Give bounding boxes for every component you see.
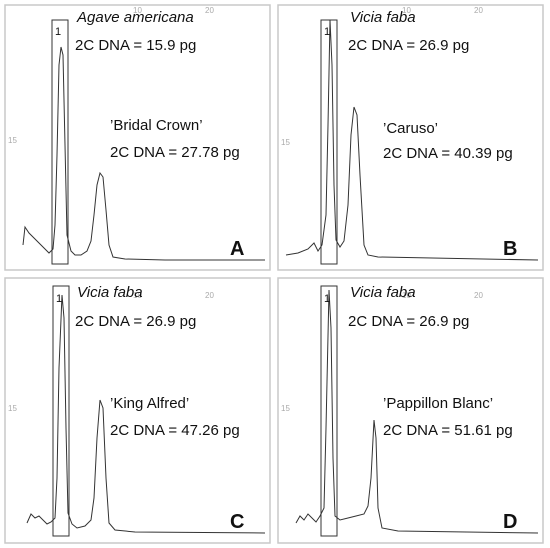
gate-label: 1: [55, 26, 61, 38]
reference-species: Vicia faba: [350, 284, 416, 301]
reference-species: Vicia faba: [350, 9, 416, 26]
gate-box: [51, 19, 69, 265]
gate-box: [320, 285, 338, 537]
tick-label: 15: [281, 404, 290, 413]
tick-label: 20: [474, 6, 483, 15]
tick-label: 10: [133, 6, 142, 15]
panel-label: B: [503, 238, 517, 260]
panel: 1 10 20 15 Vicia faba 2C DNA = 26.9 pg ’…: [277, 277, 544, 544]
panel-frame: [277, 277, 544, 544]
tick-label: 20: [205, 291, 214, 300]
panel-frame: [4, 277, 271, 544]
sample-name: ’Caruso’: [383, 120, 438, 137]
panel: 1 10 20 15 Vicia faba 2C DNA = 26.9 pg ’…: [277, 4, 544, 271]
panel-label: C: [230, 511, 244, 533]
panel-label: A: [230, 238, 244, 260]
gate-label: 1: [56, 293, 62, 305]
sample-dna: 2C DNA = 47.26 pg: [110, 422, 240, 439]
panel-label: D: [503, 511, 517, 533]
gate-label: 1: [324, 293, 330, 305]
sample-name: ’Pappillon Blanc’: [383, 395, 493, 412]
reference-dna: 2C DNA = 26.9 pg: [75, 313, 196, 330]
gate-box: [320, 19, 338, 265]
gate-box: [52, 285, 70, 537]
tick-label: 20: [474, 291, 483, 300]
panel: 1 10 20 15 Agave americana 2C DNA = 15.9…: [4, 4, 271, 271]
histogram-trace: [22, 46, 265, 261]
panel-frame: [4, 4, 271, 271]
reference-dna: 2C DNA = 26.9 pg: [348, 313, 469, 330]
sample-dna: 2C DNA = 51.61 pg: [383, 422, 513, 439]
histogram-trace: [26, 294, 266, 534]
reference-species: Vicia faba: [77, 284, 143, 301]
reference-dna: 2C DNA = 15.9 pg: [75, 37, 196, 54]
tick-label: 15: [281, 138, 290, 147]
histogram-trace: [285, 19, 539, 261]
sample-name: ’Bridal Crown’: [110, 117, 203, 134]
reference-species: Agave americana: [76, 9, 194, 26]
sample-dna: 2C DNA = 27.78 pg: [110, 144, 240, 161]
panel: 1 10 20 15 Vicia faba 2C DNA = 26.9 pg ’…: [4, 277, 271, 544]
histogram-trace: [295, 289, 539, 534]
tick-label: 10: [402, 6, 411, 15]
gate-label: 1: [324, 26, 330, 38]
tick-label: 15: [8, 404, 17, 413]
tick-label: 10: [133, 291, 142, 300]
sample-name: ’King Alfred’: [110, 395, 189, 412]
tick-label: 10: [402, 291, 411, 300]
sample-dna: 2C DNA = 40.39 pg: [383, 145, 513, 162]
panel-frame: [277, 4, 544, 271]
reference-dna: 2C DNA = 26.9 pg: [348, 37, 469, 54]
tick-label: 20: [205, 6, 214, 15]
tick-label: 15: [8, 136, 17, 145]
